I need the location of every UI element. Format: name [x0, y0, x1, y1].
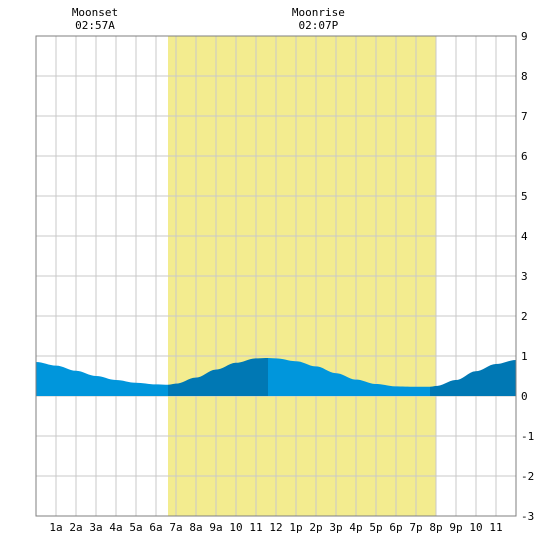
x-tick-label: 9p	[449, 521, 462, 534]
x-tick-labels: 1a 2a 3a 4a 5a 6a 7a 8a 9a 10 11 12 1p 2p 3p 4p 5p 6p 7p 8p…	[49, 521, 502, 534]
tide-area-segment	[168, 358, 268, 396]
y-tick-label: 9	[521, 30, 528, 43]
x-tick-label: 4p	[349, 521, 362, 534]
x-tick-label: 3a	[89, 521, 102, 534]
x-tick-label: 9a	[209, 521, 222, 534]
y-tick-labels: -3 -2 -1 0 1 2 3 4 5 6 7 8 9	[521, 30, 534, 523]
y-tick-label: 0	[521, 390, 528, 403]
y-tick-label: 7	[521, 110, 528, 123]
x-tick-label: 8a	[189, 521, 202, 534]
x-tick-label: 2a	[69, 521, 82, 534]
y-tick-label: -3	[521, 510, 534, 523]
x-tick-label: 10	[469, 521, 482, 534]
y-tick-label: 6	[521, 150, 528, 163]
y-tick-label: 8	[521, 70, 528, 83]
moon-event-label: Moonrise	[292, 6, 345, 19]
x-tick-label: 5a	[129, 521, 142, 534]
x-tick-label: 6p	[389, 521, 402, 534]
x-tick-label: 5p	[369, 521, 382, 534]
moon-event-time: 02:57A	[75, 19, 115, 32]
x-tick-label: 10	[229, 521, 242, 534]
y-tick-label: 1	[521, 350, 528, 363]
y-tick-label: 4	[521, 230, 528, 243]
x-tick-label: 1p	[289, 521, 302, 534]
x-tick-label: 7p	[409, 521, 422, 534]
moon-event-label: Moonset	[72, 6, 118, 19]
y-tick-label: -1	[521, 430, 534, 443]
x-tick-label: 8p	[429, 521, 442, 534]
plot-frame	[35, 35, 517, 517]
x-tick-label: 11	[249, 521, 262, 534]
grid-layer	[36, 36, 516, 516]
x-tick-label: 2p	[309, 521, 322, 534]
y-tick-label: 5	[521, 190, 528, 203]
x-tick-label: 6a	[149, 521, 162, 534]
tide-area-segment	[36, 362, 168, 396]
y-tick-label: 2	[521, 310, 528, 323]
y-tick-label: -2	[521, 470, 534, 483]
tide-area-segment	[430, 360, 516, 396]
x-tick-label: 1a	[49, 521, 62, 534]
tide-area-segment	[268, 358, 430, 396]
x-tick-label: 7a	[169, 521, 182, 534]
x-tick-label: 4a	[109, 521, 122, 534]
frame-layer	[35, 35, 517, 517]
x-tick-label: 3p	[329, 521, 342, 534]
y-tick-label: 3	[521, 270, 528, 283]
x-tick-label: 12	[269, 521, 282, 534]
moon-event-time: 02:07P	[299, 19, 339, 32]
tide-area-layer	[36, 358, 516, 396]
x-tick-label: 11	[489, 521, 502, 534]
